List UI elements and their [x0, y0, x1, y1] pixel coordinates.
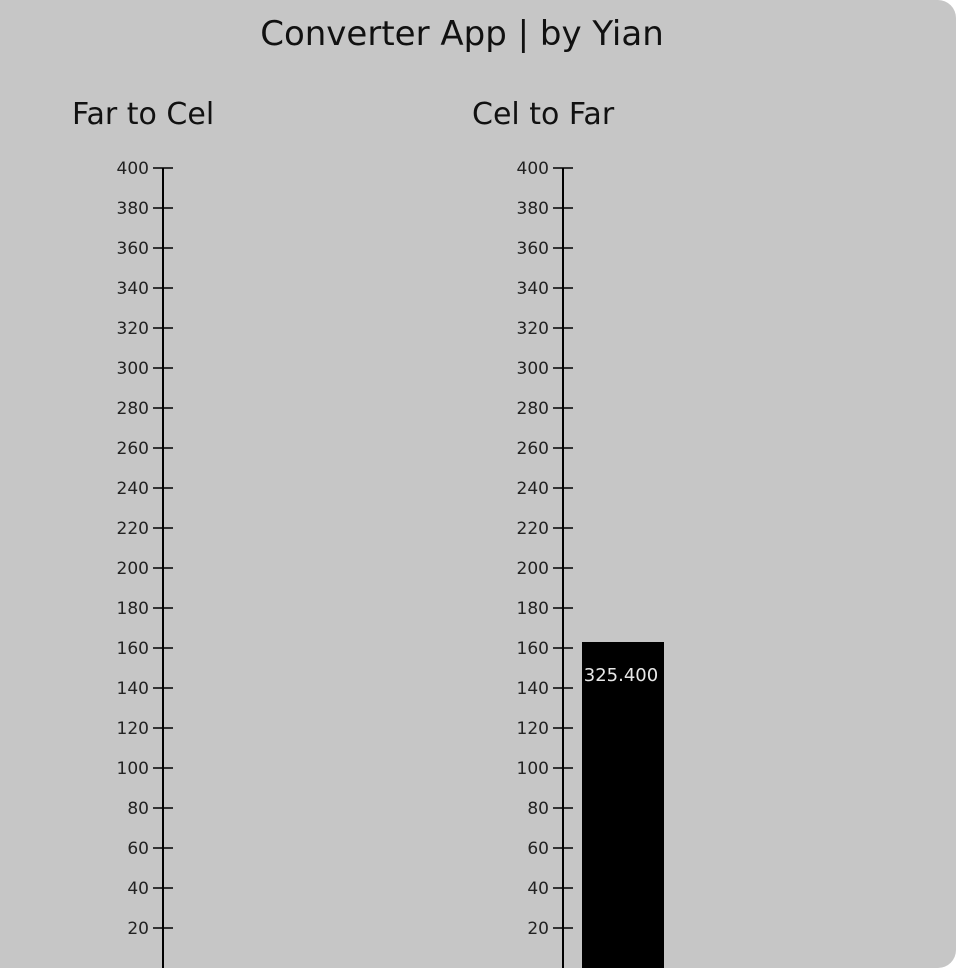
app-title: Converter App | by Yian	[260, 14, 664, 54]
tick-label-f2c-160: 160	[117, 639, 149, 659]
tick-label-f2c-280: 280	[117, 399, 149, 419]
tick-label-f2c-100: 100	[117, 759, 149, 779]
tick-label-c2f-120: 120	[517, 719, 549, 739]
tick-label-f2c-340: 340	[117, 279, 149, 299]
bar-value-label-c2f: 325.400	[584, 665, 658, 686]
tick-label-c2f-360: 360	[517, 239, 549, 259]
tick-label-c2f-40: 40	[527, 879, 549, 899]
tick-label-f2c-360: 360	[117, 239, 149, 259]
tick-label-c2f-220: 220	[517, 519, 549, 539]
tick-label-c2f-280: 280	[517, 399, 549, 419]
tick-label-c2f-60: 60	[527, 839, 549, 859]
value-bar-c2f	[582, 642, 664, 968]
scale-f2c: 20 40 60 80 100 120 140 160 180 200 220 240 260 280 30…	[117, 159, 173, 968]
tick-label-f2c-40: 40	[127, 879, 149, 899]
tick-label-c2f-100: 100	[517, 759, 549, 779]
tick-label-f2c-300: 300	[117, 359, 149, 379]
tick-label-f2c-20: 20	[127, 919, 149, 939]
tick-label-c2f-260: 260	[517, 439, 549, 459]
tick-label-c2f-140: 140	[517, 679, 549, 699]
tick-label-f2c-60: 60	[127, 839, 149, 859]
tick-label-c2f-300: 300	[517, 359, 549, 379]
scale-c2f: 20 40 60 80 100 120 140 160 180 200 220 240 260 280 30…	[517, 159, 664, 968]
tick-label-c2f-20: 20	[527, 919, 549, 939]
tick-label-c2f-240: 240	[517, 479, 549, 499]
tick-label-f2c-180: 180	[117, 599, 149, 619]
tick-label-c2f-380: 380	[517, 199, 549, 219]
tick-label-c2f-80: 80	[527, 799, 549, 819]
tick-label-f2c-320: 320	[117, 319, 149, 339]
tick-label-c2f-400: 400	[517, 159, 549, 179]
tick-label-c2f-340: 340	[517, 279, 549, 299]
tick-label-f2c-140: 140	[117, 679, 149, 699]
tick-label-c2f-180: 180	[517, 599, 549, 619]
tick-label-f2c-120: 120	[117, 719, 149, 739]
tick-label-f2c-240: 240	[117, 479, 149, 499]
panel-title-cel-to-far: Cel to Far	[472, 97, 615, 132]
tick-label-c2f-200: 200	[517, 559, 549, 579]
tick-label-f2c-380: 380	[117, 199, 149, 219]
tick-label-f2c-260: 260	[117, 439, 149, 459]
panel-title-far-to-cel: Far to Cel	[72, 97, 215, 132]
tick-label-c2f-160: 160	[517, 639, 549, 659]
tick-label-f2c-400: 400	[117, 159, 149, 179]
tick-label-f2c-200: 200	[117, 559, 149, 579]
tick-label-f2c-80: 80	[127, 799, 149, 819]
tick-label-f2c-220: 220	[117, 519, 149, 539]
tick-label-c2f-320: 320	[517, 319, 549, 339]
